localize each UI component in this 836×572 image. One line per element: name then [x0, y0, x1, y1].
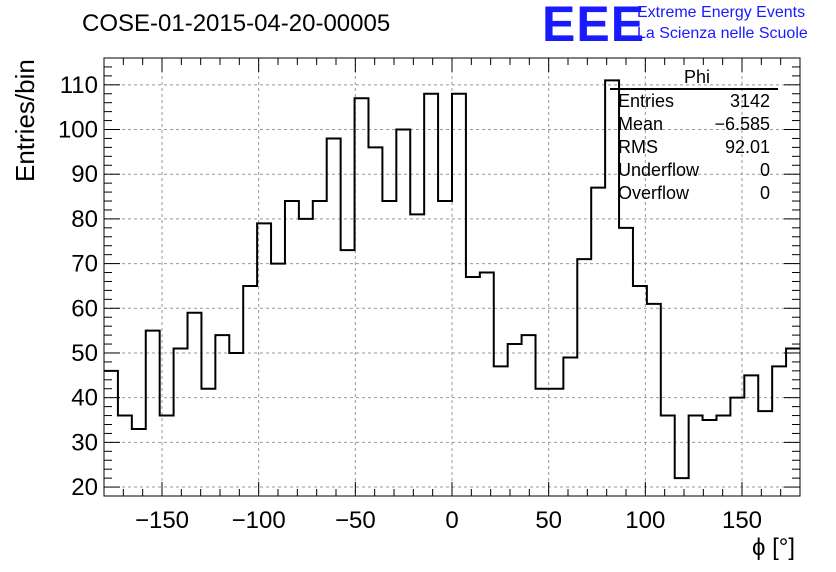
histogram-bin: [675, 478, 689, 496]
x-tick-label: −50: [335, 507, 376, 534]
x-tick-label: 100: [625, 507, 665, 534]
histogram-bin: [786, 349, 800, 496]
histogram-bin: [536, 389, 550, 496]
histogram-bin: [104, 371, 118, 496]
histogram-series-line: [104, 79, 800, 480]
stats-value: 92.01: [724, 137, 770, 157]
x-tick-label: −100: [232, 507, 286, 534]
histogram-bin: [591, 188, 605, 496]
histogram-bin: [257, 223, 271, 496]
y-tick-label: 40: [71, 385, 98, 412]
histogram-bin: [563, 357, 577, 496]
histogram-bin: [285, 201, 299, 496]
y-tick-label: 80: [71, 206, 98, 233]
stats-label: Underflow: [618, 160, 700, 180]
histogram-bin: [368, 147, 382, 496]
x-axis-label: ϕ [°]: [752, 534, 796, 561]
histogram-bin: [508, 344, 522, 496]
stats-row-overflow: Overflow 0: [610, 182, 778, 205]
histogram-bin: [382, 201, 396, 496]
histogram-bin: [480, 273, 494, 496]
y-tick-label: 70: [71, 251, 98, 278]
histogram-bin: [188, 313, 202, 496]
histogram-bin: [396, 130, 410, 496]
y-tick-label: 20: [71, 474, 98, 501]
histogram-bin: [410, 214, 424, 496]
histogram-bin: [730, 398, 744, 496]
histogram-bin: [689, 416, 703, 496]
stats-label: RMS: [618, 137, 658, 157]
histogram-bin: [201, 389, 215, 496]
stats-row-underflow: Underflow 0: [610, 159, 778, 182]
stats-label: Overflow: [618, 183, 690, 203]
histogram-bin: [313, 201, 327, 496]
histogram-bin: [647, 304, 661, 496]
histogram-bin: [716, 416, 730, 496]
histogram-bin: [744, 375, 758, 496]
histogram-bin: [758, 411, 772, 496]
stats-row-mean: Mean −6.585: [610, 113, 778, 136]
histogram-bin: [299, 219, 313, 496]
y-tick-label: 30: [71, 429, 98, 456]
x-tick-label: −150: [135, 507, 189, 534]
histogram-bin: [438, 201, 452, 496]
histogram-bin: [549, 389, 563, 496]
histogram-bin: [229, 353, 243, 496]
stats-box-title: Phi: [610, 66, 778, 90]
histogram-bin: [661, 416, 675, 496]
histogram-bin: [215, 335, 229, 496]
eee-logo: EEE: [542, 0, 646, 52]
stats-row-entries: Entries 3142: [610, 90, 778, 113]
stats-label: Mean: [618, 114, 664, 134]
y-tick-label: 100: [58, 117, 98, 144]
logo-line-1: Extreme Energy Events: [637, 4, 806, 21]
histogram-bin: [132, 429, 146, 496]
histogram-bin: [452, 94, 466, 496]
stats-label: Entries: [618, 91, 675, 111]
chart-title: COSE-01-2015-04-20-00005: [82, 10, 391, 37]
stats-row-rms: RMS 92.01: [610, 136, 778, 159]
stats-value: −6.585: [714, 114, 770, 134]
histogram-bin: [619, 228, 633, 496]
stats-value: 0: [759, 183, 770, 203]
y-tick-label: 60: [71, 295, 98, 322]
x-tick-label: 0: [445, 507, 458, 534]
stats-value: 0: [759, 160, 770, 180]
histogram-bin: [633, 286, 647, 496]
histogram-bin: [577, 259, 591, 496]
histogram-bin: [466, 277, 480, 496]
x-tick-label: 150: [722, 507, 762, 534]
histogram-bin: [271, 264, 285, 496]
histogram-bin: [118, 416, 132, 496]
histogram-bin: [772, 366, 786, 496]
histogram-bin: [341, 250, 355, 496]
y-tick-label: 90: [71, 161, 98, 188]
y-tick-label: 110: [60, 72, 98, 99]
histogram-bin: [160, 416, 174, 496]
histogram-bin: [174, 349, 188, 496]
x-tick-label: 50: [535, 507, 562, 534]
y-tick-label: 50: [71, 340, 98, 367]
stats-value: 3142: [729, 91, 770, 111]
logo-line-2: La Scienza nelle Scuole: [637, 25, 808, 42]
histogram-bin: [243, 286, 257, 496]
histogram-bin: [522, 335, 536, 496]
histogram-bin: [355, 98, 369, 496]
y-axis-label: Entries/bin: [10, 59, 40, 182]
histogram-bin: [703, 420, 717, 496]
histogram-bin: [327, 138, 341, 496]
histogram-bin: [424, 94, 438, 496]
stats-box: Phi Entries 3142 Mean −6.585 RMS 92.01 U…: [610, 66, 778, 205]
histogram-bin: [494, 366, 508, 496]
histogram-bin: [146, 331, 160, 496]
plot-frame: [103, 57, 801, 497]
